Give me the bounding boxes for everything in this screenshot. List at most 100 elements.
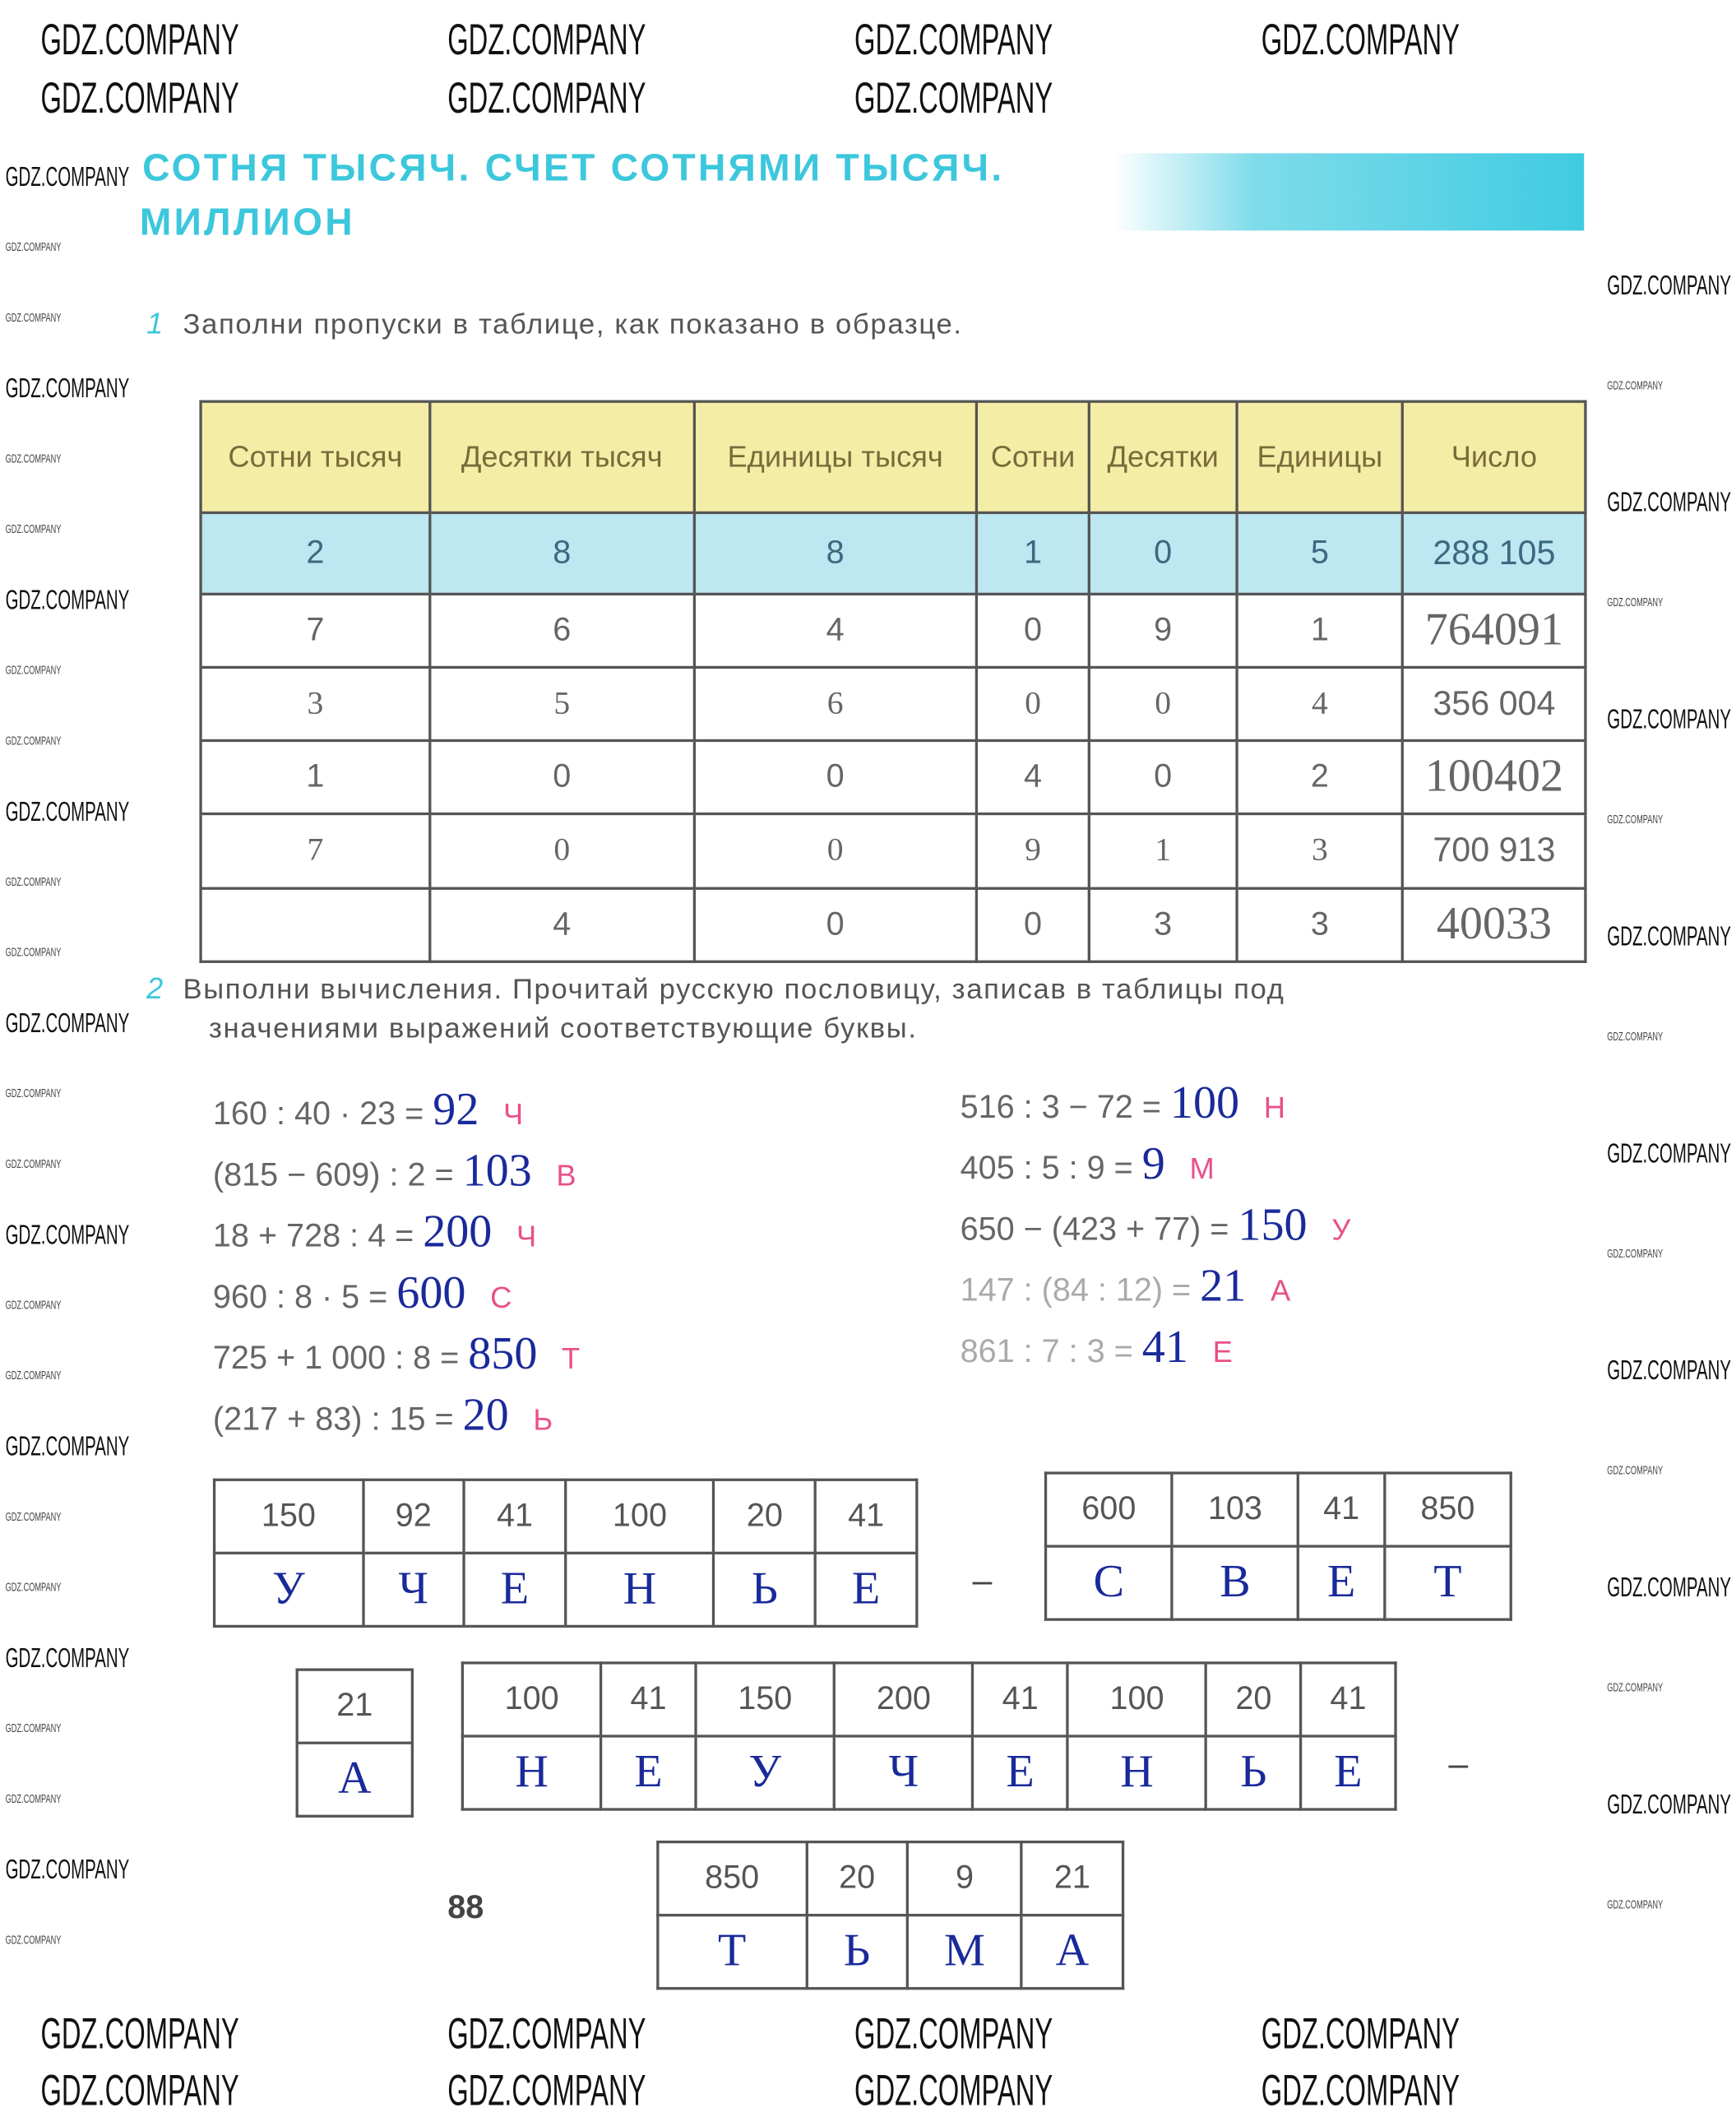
page-title: СОТНЯ ТЫСЯЧ. СЧЕТ СОТНЯМИ ТЫСЯЧ. <box>142 146 1005 189</box>
watermark: GDZ.COMPANY <box>5 874 62 889</box>
watermark: GDZ.COMPANY <box>447 73 646 123</box>
letter-cell: У <box>694 1735 836 1811</box>
table-cell: 0 <box>428 739 696 816</box>
watermark: GDZ.COMPANY <box>1607 378 1664 392</box>
watermark: GDZ.COMPANY <box>1261 2065 1460 2115</box>
numbers-row: 150 92 41 100 20 41 <box>212 1478 919 1554</box>
expression: 650 − (423 + 77) = 150 У <box>961 1201 1351 1253</box>
table-cell: 0 <box>974 887 1091 963</box>
watermark: GDZ.COMPANY <box>5 1509 62 1524</box>
table-cell: 3 <box>1087 887 1238 963</box>
letter-cell: Т <box>1382 1545 1512 1621</box>
watermark: GDZ.COMPANY <box>5 1369 62 1383</box>
letter-cell: Ч <box>361 1551 466 1628</box>
number-cell: 41 <box>462 1478 567 1554</box>
numbers-row: 21 <box>295 1668 414 1744</box>
watermark: GDZ.COMPANY <box>854 2008 1053 2058</box>
column-header: Сотни <box>974 400 1091 515</box>
table-cell: 764091 <box>1401 592 1587 669</box>
table-cell: 7 <box>199 592 432 669</box>
watermark: GDZ.COMPANY <box>1607 1356 1732 1387</box>
watermark: GDZ.COMPANY <box>40 73 239 123</box>
table-cell: 1 <box>1087 812 1238 890</box>
number-cell: 850 <box>1382 1471 1512 1548</box>
expression-answer: 21 <box>1200 1261 1247 1312</box>
column-header: Сотни тысяч <box>199 400 432 515</box>
expression-letter: У <box>1331 1212 1351 1247</box>
watermark: GDZ.COMPANY <box>1607 1897 1664 1911</box>
expression-answer: 150 <box>1238 1200 1308 1251</box>
watermark: GDZ.COMPANY <box>1607 922 1732 952</box>
expression: 725 + 1 000 : 8 = 850 Т <box>213 1329 580 1381</box>
table-cell: 356 004 <box>1401 665 1587 743</box>
number-cell: 100 <box>1066 1661 1208 1738</box>
column-header: Десятки <box>1087 400 1238 515</box>
expression-text: 861 : 7 : 3 = <box>960 1333 1133 1370</box>
letter-cell: В <box>1170 1545 1300 1621</box>
expression-letter: Н <box>1263 1090 1285 1125</box>
table-cell <box>199 887 432 963</box>
watermark: GDZ.COMPANY <box>447 2065 646 2115</box>
number-cell: 9 <box>906 1840 1023 1917</box>
number-cell: 150 <box>212 1478 364 1554</box>
task1-number: 1 <box>146 306 164 340</box>
table-cell: 4 <box>1235 665 1405 743</box>
dash: – <box>1448 1743 1469 1784</box>
page-number: 88 <box>447 1889 484 1926</box>
table-cell: 40033 <box>1401 887 1587 963</box>
watermark: GDZ.COMPANY <box>1607 1246 1664 1261</box>
table-cell: 3 <box>1235 887 1405 963</box>
watermark: GDZ.COMPANY <box>5 1721 62 1735</box>
watermark: GDZ.COMPANY <box>40 15 239 64</box>
table-cell: 9 <box>1087 592 1238 669</box>
proverb-table: 600 103 41 850 С В Е Т <box>1044 1471 1512 1621</box>
number-cell: 21 <box>295 1668 414 1744</box>
table-cell: 8 <box>692 511 979 595</box>
number-cell: 21 <box>1020 1840 1125 1917</box>
expression-answer: 92 <box>433 1085 479 1136</box>
expression-letter: Ь <box>533 1402 553 1437</box>
task2-text-line1: Выполни вычисления. Прочитай русскую пос… <box>183 974 1285 1006</box>
table-cell: 3 <box>1235 812 1405 890</box>
table-cell: 0 <box>692 812 979 890</box>
expression-letter: Ч <box>503 1097 524 1132</box>
letter-cell: Е <box>599 1735 697 1811</box>
table-row: 7 0 0 9 1 3 700 913 <box>199 812 1587 890</box>
letter-cell: Е <box>462 1551 567 1628</box>
expression-answer: 41 <box>1141 1322 1188 1373</box>
expression-text: 725 + 1 000 : 8 = <box>212 1340 460 1377</box>
letters-row: А <box>295 1741 414 1818</box>
letter-cell: У <box>212 1551 364 1628</box>
table-cell: 288 105 <box>1401 511 1587 595</box>
watermark: GDZ.COMPANY <box>5 1432 130 1462</box>
letter-cell: Е <box>1299 1735 1397 1811</box>
watermark: GDZ.COMPANY <box>5 452 62 465</box>
watermark: GDZ.COMPANY <box>40 2008 239 2058</box>
watermark: GDZ.COMPANY <box>854 15 1053 64</box>
letter-cell: Т <box>656 1914 808 1990</box>
watermark: GDZ.COMPANY <box>1607 488 1732 518</box>
watermark: GDZ.COMPANY <box>1607 812 1664 827</box>
watermark: GDZ.COMPANY <box>5 374 130 405</box>
page-title-line2: МИЛЛИОН <box>139 201 355 243</box>
table-cell: 6 <box>428 592 696 669</box>
expression-text: 960 : 8 · 5 = <box>212 1279 388 1316</box>
table-cell: 0 <box>692 739 979 816</box>
expression-text: 405 : 5 : 9 = <box>960 1150 1133 1188</box>
watermark: GDZ.COMPANY <box>5 1580 62 1594</box>
expression-answer: 20 <box>462 1390 509 1441</box>
watermark: GDZ.COMPANY <box>5 663 62 677</box>
watermark: GDZ.COMPANY <box>1607 705 1732 735</box>
number-cell: 600 <box>1044 1471 1174 1548</box>
number-cell: 150 <box>694 1661 836 1738</box>
watermark: GDZ.COMPANY <box>40 2065 239 2115</box>
watermark: GDZ.COMPANY <box>5 945 62 959</box>
expression: (217 + 83) : 15 = 20 Ь <box>213 1390 553 1442</box>
number-cell: 41 <box>599 1661 697 1738</box>
watermark: GDZ.COMPANY <box>854 73 1053 123</box>
task2-instruction: 2 Выполни вычисления. Прочитай русскую п… <box>146 971 1285 1007</box>
